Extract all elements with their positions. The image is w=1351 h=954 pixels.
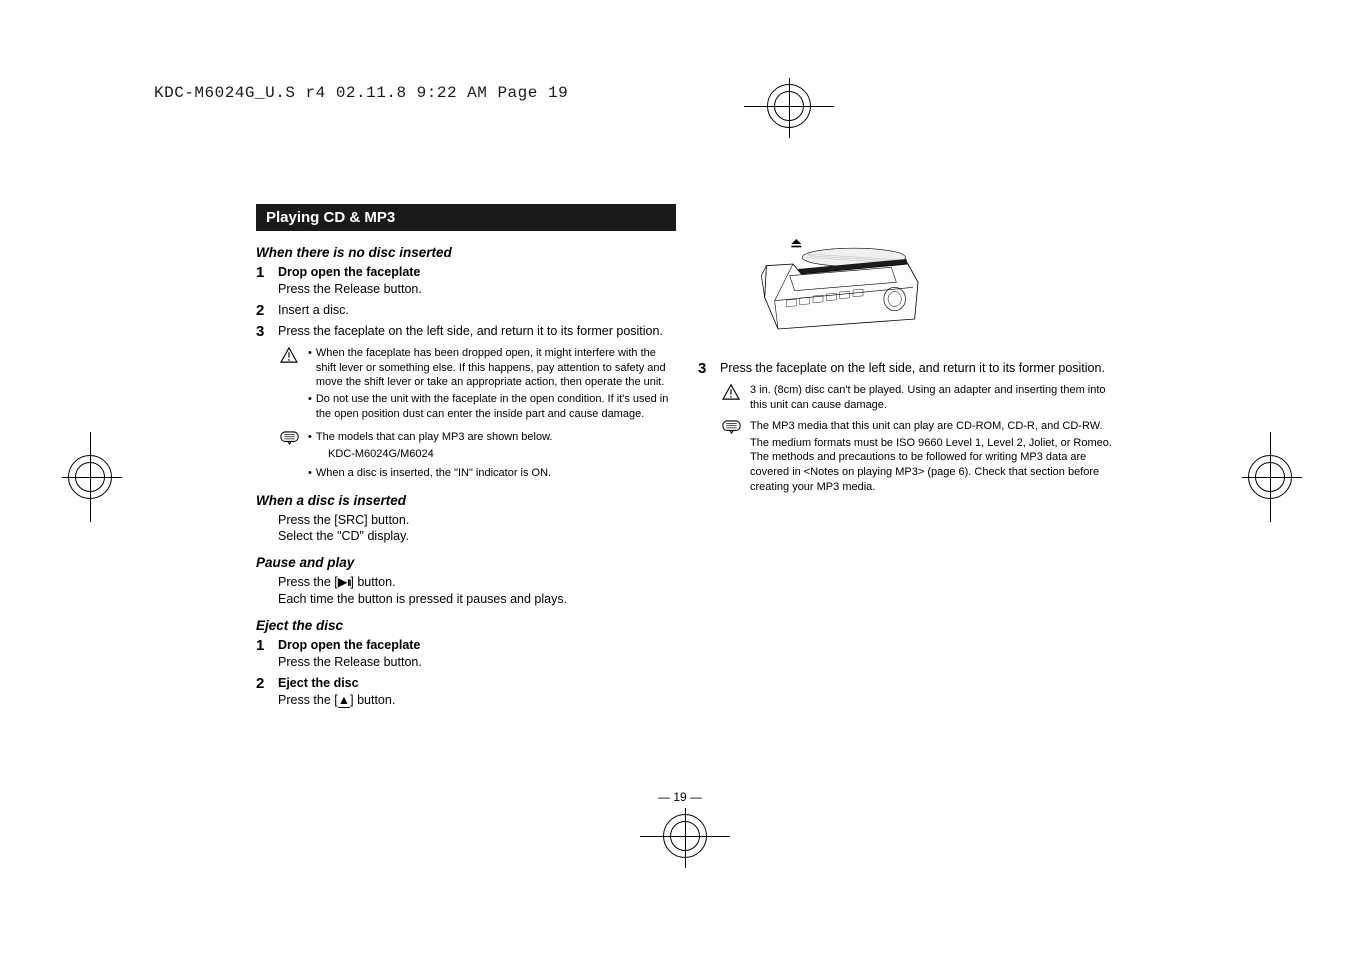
warning-icon: [722, 384, 740, 400]
step-title: Drop open the faceplate: [278, 265, 420, 279]
body-text: Each time the button is pressed it pause…: [256, 591, 674, 608]
step-number: 3: [256, 323, 270, 340]
crop-mark-bottom: [640, 808, 730, 868]
step-number: 2: [256, 675, 270, 709]
step-text: Press the faceplate on the left side, an…: [278, 323, 674, 340]
note-text: The medium formats must be ISO 9660 Leve…: [750, 436, 1116, 495]
crop-mark-right: [1242, 432, 1302, 522]
print-header: KDC-M6024G_U.S r4 02.11.8 9:22 AM Page 1…: [154, 84, 568, 102]
main-content: Playing CD & MP3 When there is no disc i…: [256, 204, 1116, 711]
step-text: Press the [▲] button.: [278, 693, 395, 707]
step-title: Drop open the faceplate: [278, 638, 420, 652]
eject-icon: ▲: [338, 693, 350, 707]
step-title: Eject the disc: [278, 676, 359, 690]
note-icon: [722, 420, 741, 434]
step-text: Press the faceplate on the left side, an…: [720, 360, 1116, 377]
right-column: 3 Press the faceplate on the left side, …: [698, 239, 1116, 711]
step-text: Insert a disc.: [278, 302, 674, 319]
step-number: 3: [698, 360, 712, 377]
subhead-pause-play: Pause and play: [256, 555, 674, 570]
warning-icon: [280, 347, 298, 363]
note-text: The MP3 media that this unit can play ar…: [750, 419, 1116, 434]
subhead-eject: Eject the disc: [256, 618, 674, 633]
body-text: Press the [SRC] button.: [256, 512, 674, 529]
step-text: Press the Release button.: [278, 282, 422, 296]
play-pause-icon: ▶II: [338, 575, 351, 589]
note-text: The models that can play MP3 are shown b…: [316, 430, 553, 445]
note-icon: [280, 431, 299, 445]
warning-text: When the faceplate has been dropped open…: [316, 346, 674, 391]
subhead-disc-inserted: When a disc is inserted: [256, 493, 674, 508]
step-text: Press the Release button.: [278, 655, 422, 669]
device-illustration: [738, 239, 928, 339]
warning-text: Do not use the unit with the faceplate i…: [316, 392, 674, 422]
body-text: Press the [▶II] button.: [256, 574, 674, 591]
body-text: Select the "CD" display.: [256, 528, 674, 545]
warning-text: 3 in. (8cm) disc can't be played. Using …: [750, 383, 1116, 413]
step-number: 1: [256, 637, 270, 671]
note-subtext: KDC-M6024G/M6024: [308, 447, 674, 462]
step-number: 2: [256, 302, 270, 319]
subhead-no-disc: When there is no disc inserted: [256, 245, 674, 260]
step-number: 1: [256, 264, 270, 298]
crop-mark-left: [62, 432, 122, 522]
note-text: When a disc is inserted, the "IN" indica…: [316, 466, 551, 481]
left-column: When there is no disc inserted 1 Drop op…: [256, 239, 674, 711]
crop-mark-top: [744, 78, 834, 138]
section-title: Playing CD & MP3: [256, 204, 676, 231]
page-number: — 19 —: [658, 790, 702, 804]
